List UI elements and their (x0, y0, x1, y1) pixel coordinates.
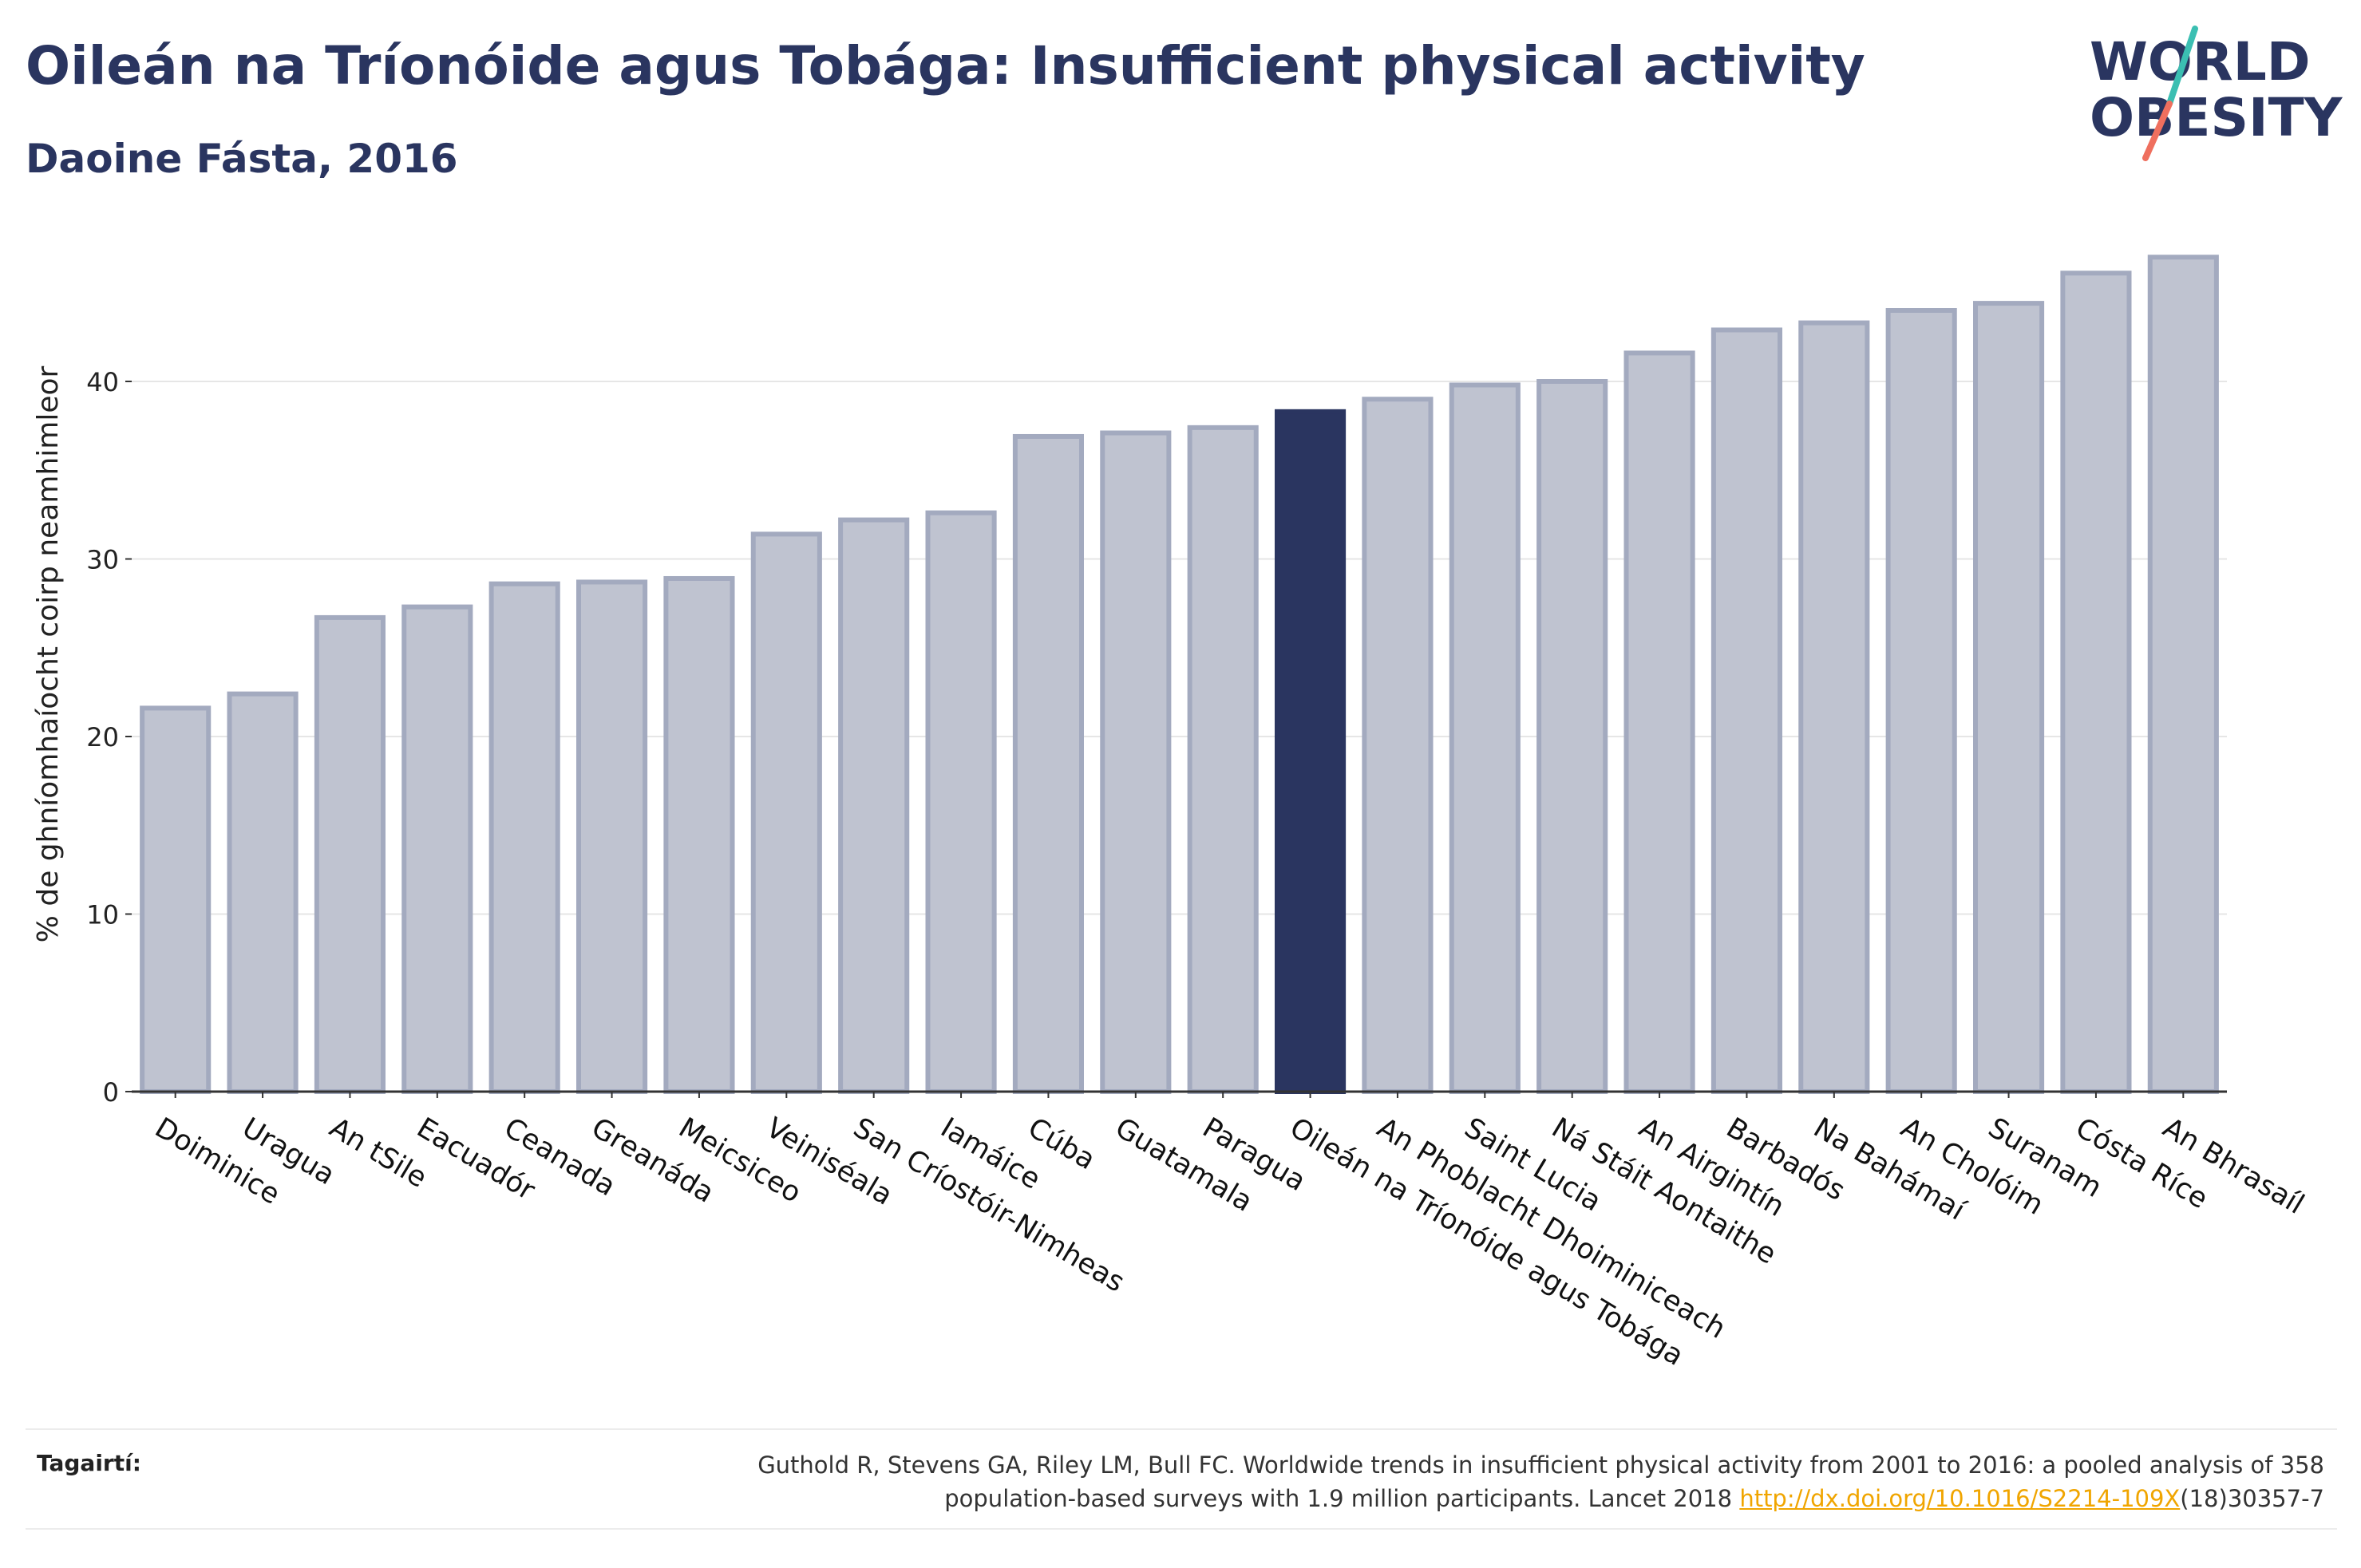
reference-text: Guthold R, Stevens GA, Riley LM, Bull FC… (488, 1448, 2324, 1515)
bar (663, 575, 735, 1094)
bar-highlight (1275, 409, 1347, 1094)
bar (1710, 327, 1782, 1095)
y-tick-label: 30 (86, 545, 119, 575)
logo-slash-teal (2166, 26, 2198, 107)
reference-line-2-start: population-based surveys with 1.9 millio… (944, 1485, 1740, 1512)
bar (1798, 320, 1870, 1094)
y-tick-label: 10 (86, 900, 119, 930)
y-axis-label: % de ghníomhaíocht coirp neamhimleor (32, 365, 65, 942)
bar (314, 614, 386, 1094)
footer-divider-top (26, 1428, 2337, 1430)
reference-line-2: population-based surveys with 1.9 millio… (488, 1482, 2324, 1515)
footer-divider-bottom (26, 1528, 2337, 1530)
bar (750, 531, 822, 1094)
bar (1362, 397, 1434, 1094)
bar (838, 517, 910, 1094)
grid-layer (132, 381, 2227, 915)
bar (488, 581, 560, 1094)
bar (925, 510, 997, 1094)
reference-line-1: Guthold R, Stevens GA, Riley LM, Bull FC… (757, 1451, 2324, 1479)
reference-line-2-end: (18)30357-7 (2180, 1485, 2324, 1512)
y-tick-label: 0 (103, 1077, 119, 1108)
chart-title: Oileán na Tríonóide agus Tobága: Insuffi… (26, 35, 1865, 97)
bar (1449, 382, 1521, 1094)
bar (1187, 425, 1259, 1094)
bar (1885, 308, 1957, 1094)
logo-word-world: WORLD (2090, 31, 2311, 93)
bar (1973, 301, 2045, 1095)
logo-slash-coral (2142, 101, 2173, 161)
bar (401, 604, 473, 1094)
y-tick-label: 20 (86, 722, 119, 752)
chart-subtitle: Daoine Fásta, 2016 (26, 136, 458, 182)
x-tick-label: An tSile (324, 1112, 433, 1194)
bar (2147, 255, 2219, 1094)
y-tick-label: 40 (86, 367, 119, 397)
logo-word-obesity: OBESITY (2090, 87, 2343, 148)
bar (1623, 350, 1695, 1094)
reference-doi-link[interactable]: http://dx.doi.org/10.1016/S2214-109X (1739, 1485, 2181, 1512)
axis-layer (125, 381, 2227, 1098)
bar (1012, 433, 1084, 1094)
bar (1100, 430, 1172, 1094)
bar-layer (140, 255, 2219, 1095)
bar (227, 691, 299, 1094)
bar (576, 579, 648, 1094)
references-label: Tagairtí: (37, 1450, 141, 1476)
bar (140, 705, 212, 1095)
bar (1536, 379, 1608, 1094)
world-obesity-logo: WORLD OBESITY (2090, 26, 2343, 161)
bar (2060, 271, 2132, 1094)
